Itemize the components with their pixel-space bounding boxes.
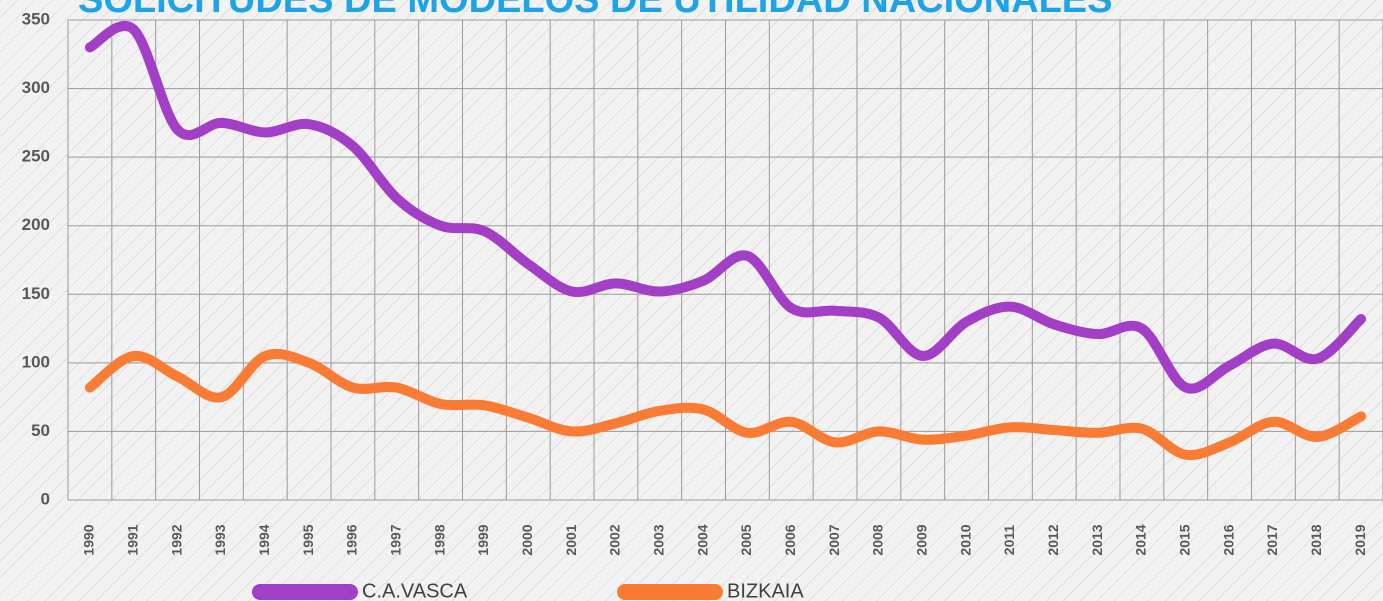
x-tick-label: 1997 <box>387 524 403 555</box>
x-tick-label: 2014 <box>1133 524 1149 555</box>
legend-label: C.A.VASCA <box>362 580 468 601</box>
x-tick-label: 2004 <box>694 524 710 555</box>
x-tick-label: 2002 <box>607 524 623 555</box>
x-tick-label: 2017 <box>1264 524 1280 555</box>
x-tick-label: 1991 <box>124 524 140 555</box>
x-tick-label: 2008 <box>870 524 886 555</box>
x-tick-label: 1996 <box>344 524 360 555</box>
x-tick-label: 2010 <box>957 524 973 555</box>
y-tick-label: 350 <box>22 9 50 28</box>
x-tick-label: 2006 <box>782 524 798 555</box>
y-tick-label: 100 <box>22 352 50 371</box>
y-tick-label: 250 <box>22 147 50 166</box>
x-tick-label: 1994 <box>256 524 272 555</box>
x-tick-label: 2016 <box>1220 524 1236 555</box>
legend-label: BIZKAIA <box>727 580 804 601</box>
x-tick-label: 1990 <box>81 524 97 555</box>
x-tick-label: 2013 <box>1089 524 1105 555</box>
y-tick-label: 0 <box>41 489 50 508</box>
x-tick-label: 2011 <box>1001 525 1017 556</box>
series-line <box>84 348 1367 461</box>
x-tick-label: 1993 <box>212 524 228 555</box>
x-tick-label: 2007 <box>826 524 842 555</box>
x-tick-label: 2000 <box>519 524 535 555</box>
x-tick-label: 1998 <box>431 524 447 555</box>
y-tick-label: 200 <box>22 215 50 234</box>
series-line <box>84 21 1367 394</box>
x-tick-label: 1999 <box>475 524 491 555</box>
x-tick-label: 1995 <box>300 524 316 555</box>
chart-title: SOLICITUDES DE MODELOS DE UTILIDAD NACIO… <box>78 0 1112 21</box>
x-tick-label: 2001 <box>563 524 579 555</box>
x-tick-label: 2015 <box>1176 524 1192 555</box>
x-tick-label: 2012 <box>1045 524 1061 555</box>
x-tick-label: 2019 <box>1352 524 1368 555</box>
x-tick-label: 1992 <box>168 524 184 555</box>
y-tick-label: 50 <box>31 421 50 440</box>
x-tick-label: 2009 <box>913 524 929 555</box>
y-tick-label: 150 <box>22 284 50 303</box>
x-tick-label: 2003 <box>650 524 666 555</box>
y-tick-label: 300 <box>22 78 50 97</box>
x-tick-label: 2018 <box>1308 524 1324 555</box>
x-tick-label: 2005 <box>738 524 754 555</box>
